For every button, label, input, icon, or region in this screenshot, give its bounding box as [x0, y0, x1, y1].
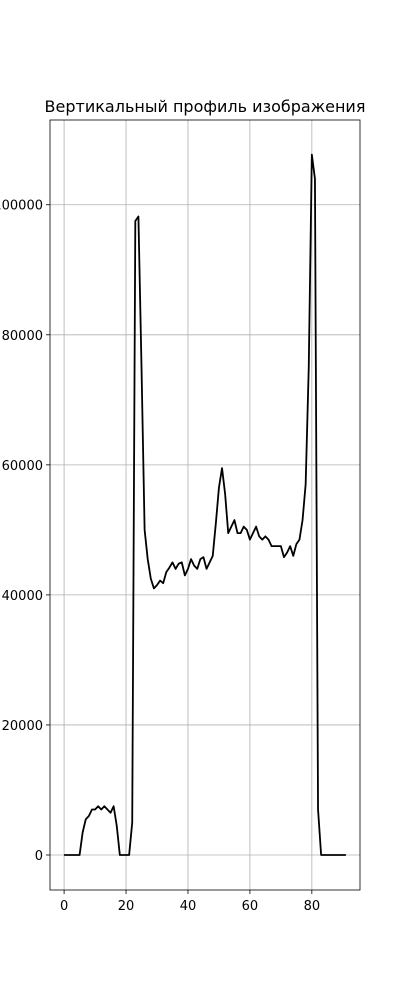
y-tick-label: 80000 [2, 329, 43, 344]
x-tick-label: 0 [60, 899, 68, 914]
y-tick-label: 60000 [2, 459, 43, 474]
x-tick-label: 60 [242, 899, 259, 914]
y-tick-label: 20000 [2, 719, 43, 734]
x-tick-label: 40 [180, 899, 197, 914]
x-tick-label: 80 [304, 899, 321, 914]
x-axis: 0 20 40 60 80 [60, 890, 320, 914]
x-tick-label: 20 [118, 899, 135, 914]
profile-line [64, 153, 346, 856]
y-tick-label: 0 [35, 849, 43, 864]
plot-area [64, 153, 346, 856]
grid-lines [50, 120, 360, 890]
chart-title: Вертикальный профиль изображения [45, 97, 366, 116]
y-axis: 0 20000 40000 60000 80000 100000 [0, 199, 50, 864]
axes-frame [49, 119, 361, 891]
y-tick-label: 100000 [0, 199, 43, 214]
y-tick-label: 40000 [2, 589, 43, 604]
